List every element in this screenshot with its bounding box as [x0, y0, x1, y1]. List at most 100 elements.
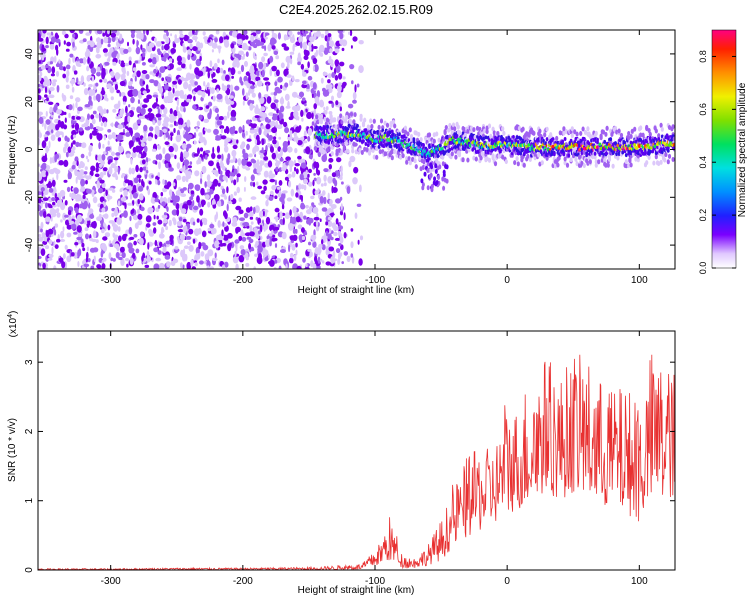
spectrogram-speckle	[125, 258, 130, 262]
spectrogram-speckle	[80, 175, 85, 179]
spectrogram-speckle	[186, 199, 192, 206]
spectrogram-speckle	[214, 107, 219, 113]
spectrogram-speckle	[336, 91, 342, 99]
spectrogram-speckle	[85, 217, 91, 221]
spectrogram-speckle	[47, 228, 54, 235]
spectrogram-speckle	[270, 146, 274, 153]
spectrogram-speckle	[317, 150, 322, 158]
spectrogram-speckle	[201, 91, 206, 98]
spectrogram-speckle	[149, 79, 155, 84]
spectrogram-speckle	[258, 61, 264, 70]
spectrogram-speckle	[278, 265, 282, 269]
spectrogram-speckle	[196, 252, 201, 260]
spectrogram-speckle	[107, 193, 110, 202]
spectrogram-speckle	[343, 232, 347, 239]
spectrogram-speckle	[245, 207, 251, 213]
spectrogram-speckle	[148, 113, 155, 120]
spectrogram-speckle	[232, 144, 238, 150]
spectrogram-speckle	[237, 38, 243, 45]
spectrogram-speckle	[61, 30, 66, 36]
spectrogram-speckle	[40, 201, 43, 209]
spectrogram-speckle	[223, 70, 226, 74]
spectrogram-speckle	[127, 114, 131, 123]
spectrogram-speckle	[183, 34, 189, 42]
spectrogram-speckle	[302, 33, 307, 37]
spectrogram-speckle	[263, 156, 269, 161]
spectrogram-speckle	[139, 55, 142, 62]
spectrogram-speckle	[289, 235, 295, 241]
spectrogram-speckle	[118, 256, 123, 261]
spectrogram-speckle	[67, 146, 72, 153]
spectrogram-speckle	[99, 171, 104, 179]
spectrogram-speckle	[175, 190, 181, 196]
spectrogram-speckle	[305, 108, 308, 113]
spectrogram-band-halo	[442, 136, 446, 142]
spectrogram-speckle	[227, 232, 233, 239]
spectrogram-speckle	[313, 32, 320, 37]
spectrogram-speckle	[66, 255, 72, 263]
spectrogram-speckle	[195, 30, 198, 36]
spectrogram-speckle	[225, 126, 229, 131]
spectrogram-speckle	[172, 80, 178, 85]
spectrogram-speckle	[335, 218, 339, 225]
spectrogram-speckle	[271, 30, 274, 35]
spectrogram-speckle	[56, 85, 60, 93]
spectrogram-speckle	[261, 125, 265, 130]
spectrogram-speckle	[142, 52, 146, 58]
spectrogram-speckle	[324, 30, 329, 36]
spectrogram-speckle	[200, 199, 206, 206]
spectrogram-band-halo	[467, 147, 471, 153]
spectrogram-band-halo	[450, 151, 454, 157]
spectrogram-speckle	[82, 247, 86, 252]
spectrogram-speckle	[229, 159, 235, 163]
spectrogram-speckle	[132, 67, 137, 72]
spectrogram-speckle	[291, 243, 296, 251]
spectrogram-speckle	[95, 54, 102, 59]
spectrogram-speckle	[215, 171, 219, 177]
spectrogram-speckle	[352, 177, 358, 185]
spectrogram-speckle	[85, 233, 89, 240]
spectrogram-speckle	[117, 134, 123, 141]
spectrogram-speckle	[234, 130, 238, 134]
spectrogram-speckle	[173, 109, 179, 117]
spectrogram-speckle	[301, 195, 303, 203]
spectrogram-speckle	[255, 76, 261, 82]
spectrogram-band-halo	[577, 154, 582, 160]
spectrogram-speckle	[259, 117, 266, 121]
spectrogram-speckle	[263, 170, 269, 178]
spectrogram-speckle	[175, 203, 180, 210]
spectrogram-speckle	[203, 118, 210, 123]
spectrogram-speckle	[351, 80, 354, 85]
spectrogram-speckle	[64, 214, 69, 218]
spectrogram-speckle	[75, 101, 78, 109]
spectrogram-speckle	[227, 111, 230, 119]
spectrogram-speckle	[145, 166, 149, 171]
spectrogram-band-halo	[432, 138, 436, 144]
spectrogram-band-halo	[405, 159, 409, 165]
spectrogram-speckle	[197, 90, 203, 96]
spectrogram-speckle	[195, 185, 201, 192]
spectrogram-speckle	[319, 218, 322, 222]
spectrogram-speckle	[159, 241, 163, 247]
spectrogram-speckle	[297, 224, 303, 230]
spectrogram-band-halo	[630, 128, 634, 134]
spectrogram-speckle	[332, 187, 338, 193]
spectrogram-band-halo	[329, 119, 333, 124]
spectrogram-speckle	[125, 112, 131, 116]
spectrogram-speckle	[293, 131, 297, 137]
spectrogram-speckle	[312, 179, 315, 187]
spectrogram-speckle	[83, 88, 89, 96]
spectrogram-speckle	[182, 143, 187, 150]
spectrogram-speckle	[311, 112, 314, 120]
spectrogram-speckle	[168, 167, 174, 172]
spectrogram-band-halo	[645, 160, 649, 166]
spectrogram-band-halo	[588, 134, 592, 140]
spectrogram-speckle	[57, 119, 62, 128]
spectrogram-speckle	[225, 74, 230, 82]
spectrogram-speckle	[302, 257, 306, 263]
spectrogram-speckle	[128, 110, 134, 118]
spectrogram-speckle	[123, 189, 128, 197]
spectrogram-band-body	[366, 143, 370, 148]
spectrogram-speckle	[230, 84, 234, 93]
spectrogram-speckle	[263, 52, 268, 57]
